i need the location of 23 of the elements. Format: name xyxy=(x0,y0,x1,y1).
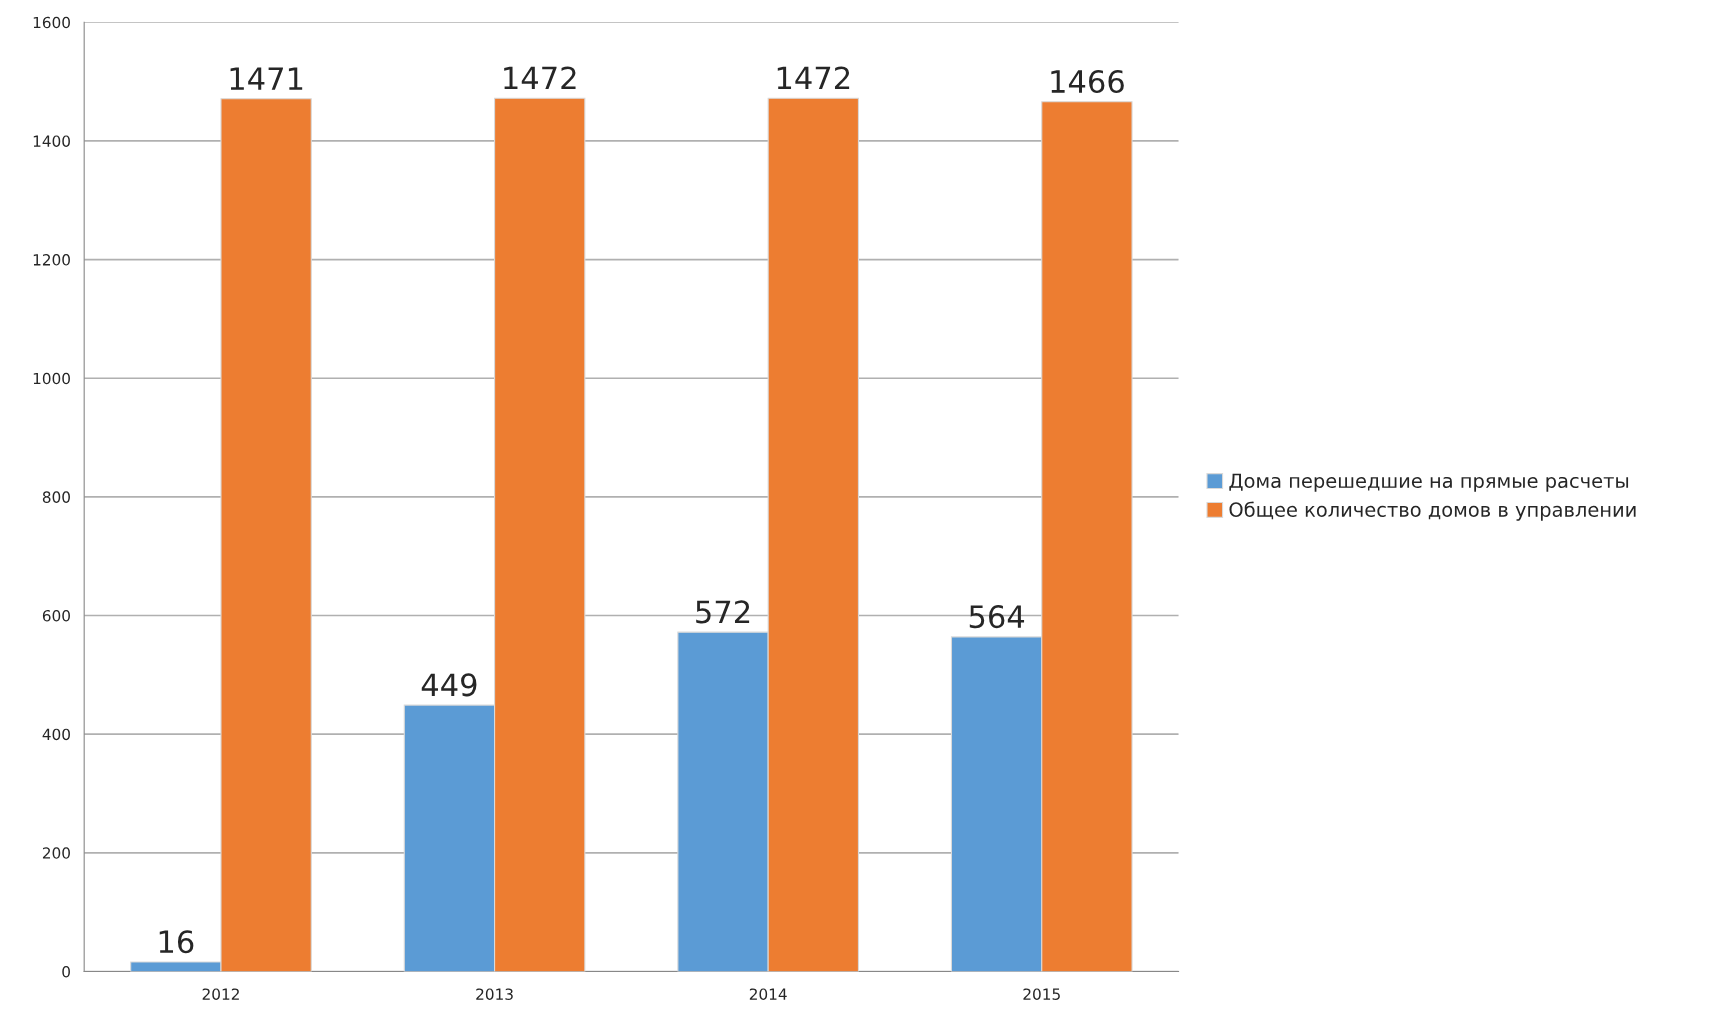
x-tick-label: 2012 xyxy=(202,988,239,1000)
data-label: 572 xyxy=(696,600,750,624)
y-tick-label: 1000 xyxy=(33,372,70,385)
y-tick-label: 600 xyxy=(42,609,70,622)
data-label: 1472 xyxy=(504,66,576,90)
y-tick-label: 0 xyxy=(62,965,70,978)
legend-label: Общее количество домов в управлении xyxy=(1229,501,1636,521)
y-tick-label: 1200 xyxy=(33,254,70,266)
y-tick-label: 1600 xyxy=(33,16,70,29)
data-label: 564 xyxy=(969,605,1025,629)
data-label: 1471 xyxy=(230,67,303,90)
x-tick-label: 2014 xyxy=(749,988,787,1000)
y-tick-label: 800 xyxy=(42,491,70,503)
y-tick-label: 1400 xyxy=(33,135,70,147)
data-label: 449 xyxy=(421,673,477,697)
data-label: 1466 xyxy=(1051,69,1124,94)
x-tick-label: 2015 xyxy=(1023,988,1060,1000)
legend-label: Дома перешедшие на прямые расчеты xyxy=(1229,473,1629,492)
data-label: 1472 xyxy=(777,66,850,90)
y-tick-label: 400 xyxy=(42,728,70,741)
x-tick-label: 2013 xyxy=(476,988,513,1000)
y-tick-label: 200 xyxy=(42,847,70,859)
data-label: 16 xyxy=(159,930,194,954)
